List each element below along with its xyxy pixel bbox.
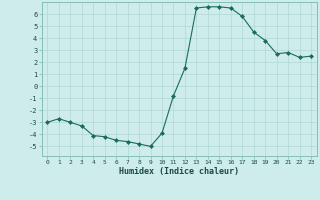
X-axis label: Humidex (Indice chaleur): Humidex (Indice chaleur): [119, 167, 239, 176]
